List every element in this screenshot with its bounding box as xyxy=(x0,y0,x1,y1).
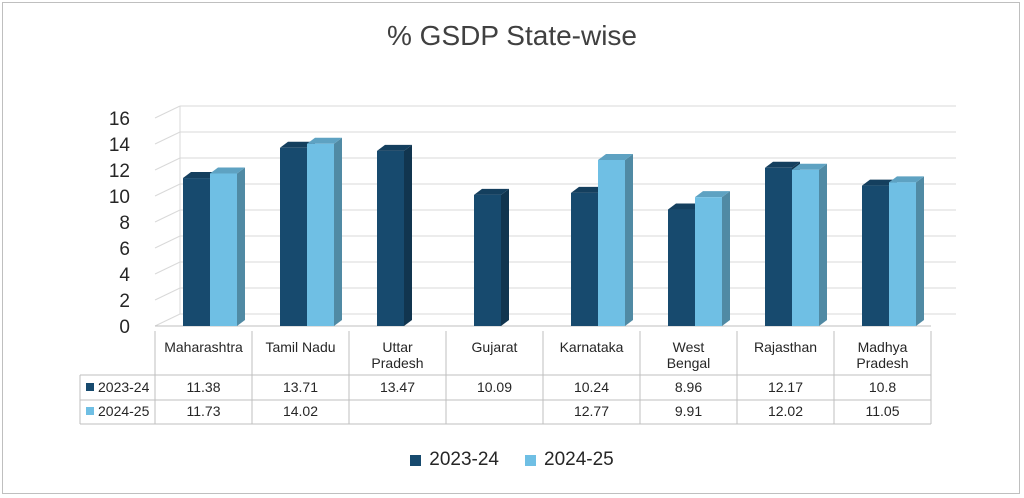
bar xyxy=(474,194,501,326)
gridline-depth xyxy=(154,209,181,223)
table-cell: 13.71 xyxy=(283,379,318,395)
bar-side xyxy=(916,176,924,326)
bar xyxy=(183,178,210,326)
table-cell: 11.38 xyxy=(187,379,221,395)
bar-top xyxy=(862,179,897,186)
table-cell: 10.24 xyxy=(574,379,609,395)
table-cell: 12.17 xyxy=(768,379,803,395)
legend-label: 2024-25 xyxy=(544,449,614,470)
bar xyxy=(598,159,625,326)
table-row-label: 2023-24 xyxy=(98,379,150,395)
bar-side xyxy=(722,191,730,326)
category-label: Rajasthan xyxy=(754,339,817,355)
bar-top xyxy=(474,188,509,195)
bar xyxy=(765,167,792,326)
table-cell: 12.77 xyxy=(574,403,609,419)
gridline-depth xyxy=(154,287,181,301)
y-tick-label: 0 xyxy=(119,317,130,338)
bar-side xyxy=(404,144,412,326)
bar-side xyxy=(334,137,342,326)
bar xyxy=(792,169,819,326)
category-label: Karnataka xyxy=(560,339,624,355)
bar xyxy=(862,185,889,326)
bar xyxy=(571,192,598,326)
legend: 2023-24 2024-25 xyxy=(0,449,1024,471)
category-label: Maharashtra xyxy=(164,339,243,355)
bar-side xyxy=(625,153,633,326)
table-cell: 11.05 xyxy=(866,403,900,419)
bar xyxy=(695,197,722,326)
legend-item-series-2: 2024-25 xyxy=(525,449,614,471)
table-swatch xyxy=(86,407,94,415)
table-cell: 8.96 xyxy=(675,379,702,395)
bar-top xyxy=(889,176,924,183)
table-cell: 12.02 xyxy=(768,403,803,419)
bar-top xyxy=(280,141,315,148)
table-cell: 11.73 xyxy=(187,403,221,419)
gridline-depth xyxy=(154,313,181,327)
category-label: Madhya Pradesh xyxy=(856,339,908,371)
bar xyxy=(280,147,307,326)
gridline-depth xyxy=(154,105,181,119)
bar-top xyxy=(792,163,827,170)
bar-top xyxy=(377,144,412,151)
bar-top xyxy=(183,172,218,179)
bar xyxy=(668,209,695,326)
gridline-depth xyxy=(154,261,181,275)
y-tick-label: 12 xyxy=(109,161,130,182)
bar xyxy=(377,150,404,326)
category-label: Tamil Nadu xyxy=(265,339,335,355)
y-tick-label: 16 xyxy=(109,109,130,130)
table-cell: 9.91 xyxy=(675,403,702,419)
bar-top xyxy=(210,167,245,174)
category-label: Uttar Pradesh xyxy=(371,339,423,371)
y-tick-label: 14 xyxy=(109,135,131,156)
gridline-depth xyxy=(154,235,181,249)
bar-side xyxy=(501,188,509,326)
bar xyxy=(210,173,237,326)
bar-top xyxy=(571,186,606,193)
legend-label: 2023-24 xyxy=(429,449,499,470)
bar-top xyxy=(695,191,730,198)
y-tick-label: 10 xyxy=(109,187,130,208)
y-tick-label: 8 xyxy=(119,213,130,234)
bar xyxy=(307,143,334,326)
legend-item-series-1: 2023-24 xyxy=(410,449,499,471)
category-label: West Bengal xyxy=(667,339,711,371)
bar-side xyxy=(237,167,245,326)
bar-top xyxy=(765,161,800,168)
bar xyxy=(889,182,916,326)
bar-side xyxy=(819,163,827,326)
chart-title: % GSDP State-wise xyxy=(386,20,638,51)
y-tick-label: 2 xyxy=(119,291,130,312)
y-tick-label: 6 xyxy=(119,239,130,260)
legend-swatch xyxy=(525,454,536,466)
category-label: Gujarat xyxy=(472,339,518,355)
gridline-depth xyxy=(154,157,181,171)
table-swatch xyxy=(86,383,94,391)
bar-top xyxy=(307,137,342,144)
table-row-label: 2024-25 xyxy=(98,403,150,419)
bar-top xyxy=(668,203,703,210)
y-tick-label: 4 xyxy=(119,265,130,286)
gridline-depth xyxy=(154,183,181,197)
table-cell: 13.47 xyxy=(380,379,415,395)
gridline-depth xyxy=(154,131,181,145)
bar-top xyxy=(598,153,633,160)
table-cell: 10.8 xyxy=(869,379,896,395)
table-cell: 14.02 xyxy=(283,403,318,419)
legend-swatch xyxy=(410,454,422,466)
table-cell: 10.09 xyxy=(477,379,512,395)
